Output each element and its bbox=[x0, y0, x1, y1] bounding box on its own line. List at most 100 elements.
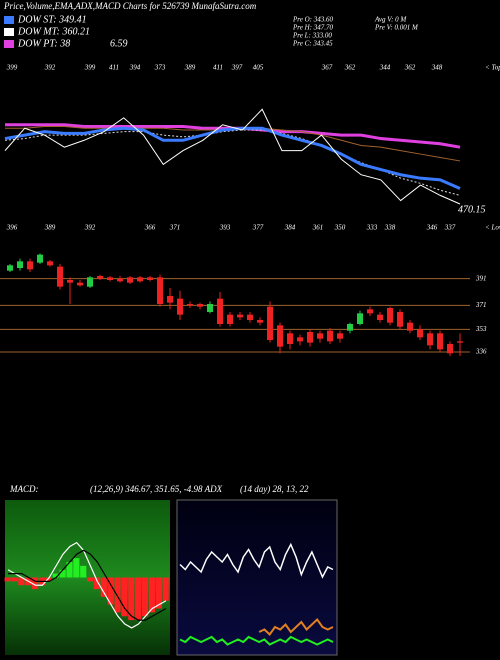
top-label: 411 bbox=[213, 64, 223, 72]
top-label: 373 bbox=[154, 64, 166, 72]
top-label: 405 bbox=[253, 64, 264, 72]
candle-body bbox=[377, 314, 383, 320]
legend-label: DOW MT: 360.21 bbox=[17, 26, 90, 37]
histogram-bar bbox=[87, 577, 94, 582]
histogram-bar bbox=[135, 577, 142, 621]
top-label: 367 bbox=[321, 64, 333, 72]
legend-label: DOW ST: 349.41 bbox=[17, 14, 87, 25]
series-line bbox=[179, 635, 334, 646]
series-line bbox=[4, 129, 461, 196]
top-label: 344 bbox=[379, 64, 391, 72]
candle-body bbox=[367, 309, 373, 314]
low-label: 393 bbox=[219, 224, 231, 232]
top-label: 399 bbox=[84, 64, 96, 72]
legend-extra: 6.59 bbox=[110, 38, 128, 49]
low-label: 384 bbox=[284, 224, 296, 232]
candle-body bbox=[107, 277, 113, 280]
histogram-bar bbox=[148, 577, 156, 613]
top-label: 392 bbox=[44, 64, 56, 72]
adx-title: (14 day) 28, 13, 22 bbox=[240, 484, 309, 494]
series-line bbox=[258, 617, 334, 637]
top-label: 348 bbox=[431, 64, 443, 72]
macd-subtitle: (12,26,9) 346.67, 351.65, -4.98 ADX bbox=[90, 484, 223, 494]
candle-body bbox=[357, 313, 363, 324]
candle-body bbox=[137, 277, 143, 282]
info-text: Pre C: 343.45 bbox=[292, 40, 333, 48]
annotation: 470.15 bbox=[458, 204, 486, 215]
level-label: 371 bbox=[475, 301, 487, 309]
histogram-bar bbox=[107, 577, 114, 605]
series-line bbox=[179, 542, 334, 579]
histogram-bar bbox=[162, 577, 169, 601]
histogram-bar bbox=[18, 577, 25, 586]
top-label: 397 bbox=[231, 64, 243, 72]
legend-swatch bbox=[4, 28, 14, 36]
histogram-bar bbox=[93, 577, 101, 590]
candle-body bbox=[447, 344, 453, 354]
low-label: 389 bbox=[44, 224, 56, 232]
candle-body bbox=[47, 261, 53, 266]
candle-body bbox=[17, 261, 23, 268]
histogram-bar bbox=[11, 577, 18, 582]
candle-body bbox=[407, 322, 413, 331]
candle-body bbox=[317, 333, 323, 339]
low-label: 366 bbox=[144, 224, 156, 232]
candle-body bbox=[327, 330, 333, 342]
macd-title: MACD: bbox=[9, 484, 39, 494]
candle-body bbox=[67, 280, 73, 283]
top-label: 389 bbox=[184, 64, 196, 72]
candle-body bbox=[37, 254, 43, 263]
series-line bbox=[4, 108, 461, 205]
low-label: 350 bbox=[334, 224, 346, 232]
level-label: 391 bbox=[475, 274, 487, 282]
low-label: 338 bbox=[384, 224, 396, 232]
candle-body bbox=[307, 332, 313, 343]
info-text: Avg V: 0 M bbox=[374, 16, 407, 24]
candle-body bbox=[297, 337, 303, 342]
adx-panel bbox=[176, 499, 338, 656]
candle-body bbox=[27, 261, 33, 270]
info-text: Pre V: 0.001 M bbox=[374, 24, 419, 32]
candle-body bbox=[427, 333, 433, 346]
candle-body bbox=[167, 296, 173, 303]
level-label: 353 bbox=[475, 325, 487, 333]
candle-body bbox=[457, 341, 463, 343]
histogram-bar bbox=[155, 577, 162, 609]
candle-body bbox=[87, 277, 93, 287]
top-label: 394 bbox=[129, 64, 141, 72]
candle-body bbox=[177, 298, 183, 315]
candle-body bbox=[147, 277, 153, 280]
low-label: 333 bbox=[366, 224, 378, 232]
histogram-bar bbox=[121, 577, 128, 617]
series-line bbox=[4, 126, 461, 190]
candle-body bbox=[77, 282, 83, 286]
candle-body bbox=[127, 277, 133, 283]
candle-body bbox=[397, 312, 403, 327]
histogram-bar bbox=[100, 577, 107, 597]
candle-body bbox=[187, 304, 193, 306]
level-label: 336 bbox=[475, 348, 487, 356]
candle-body bbox=[247, 314, 253, 320]
candle-body bbox=[117, 278, 123, 282]
candle-body bbox=[417, 329, 423, 338]
low-label: 377 bbox=[252, 224, 264, 232]
top-label: 362 bbox=[404, 64, 416, 72]
candle-body bbox=[217, 298, 223, 324]
low-label: 361 bbox=[312, 224, 324, 232]
info-text: Pre H: 347.70 bbox=[292, 24, 333, 32]
histogram-bar bbox=[114, 577, 121, 613]
legend-label: DOW PT: 38 bbox=[17, 38, 70, 49]
series-line bbox=[8, 549, 167, 621]
low-label: 346 bbox=[426, 224, 438, 232]
candle-body bbox=[257, 320, 263, 323]
histogram-bar bbox=[52, 573, 59, 578]
histogram-bar bbox=[66, 562, 73, 578]
candle-body bbox=[437, 333, 443, 350]
low-label: 337 bbox=[444, 224, 456, 232]
top-label: 362 bbox=[344, 64, 356, 72]
series-line bbox=[7, 541, 167, 629]
histogram-bar bbox=[32, 577, 39, 590]
histogram-bar bbox=[59, 569, 66, 578]
candle-body bbox=[277, 325, 283, 347]
